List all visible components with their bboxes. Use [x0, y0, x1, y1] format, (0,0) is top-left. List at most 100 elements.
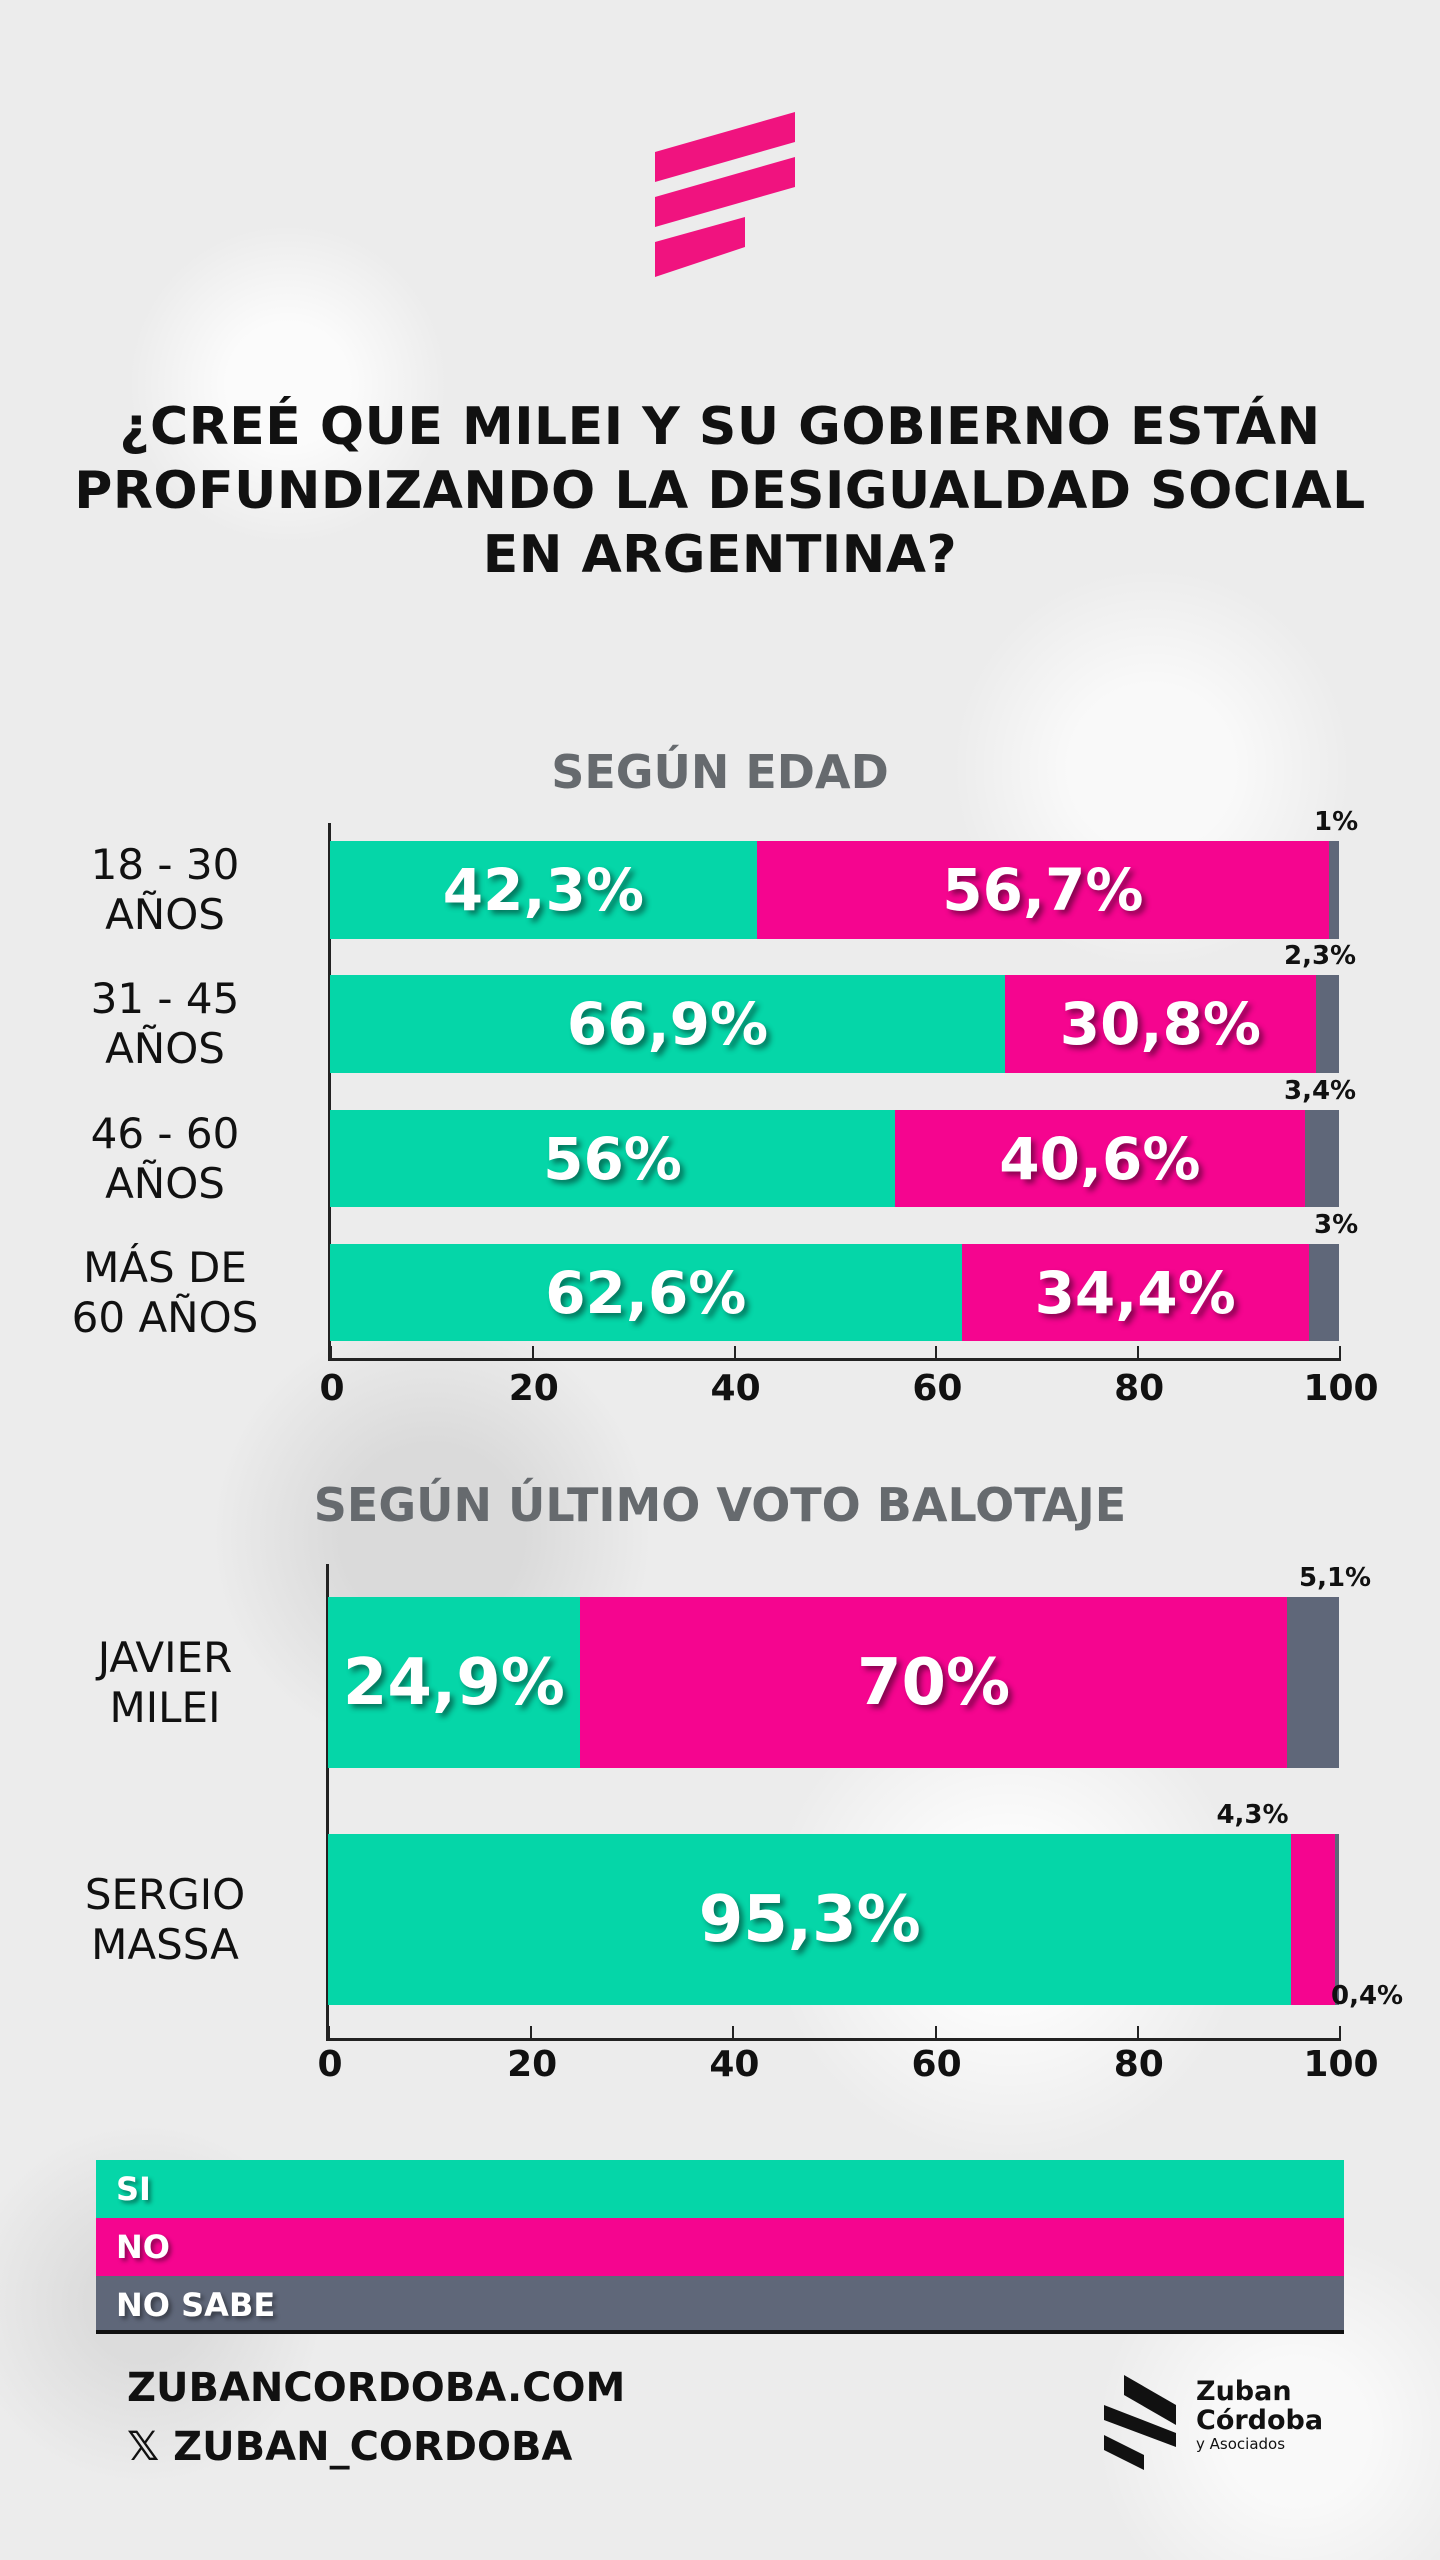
bar-no-sabe [1334, 1834, 1339, 2005]
data-label: 70% [856, 1645, 1011, 1720]
data-label: 56,7% [942, 856, 1144, 924]
data-label: 95,3% [698, 1882, 921, 1957]
bar-si [328, 1597, 580, 1768]
brand-subtitle: y Asociados [1196, 2435, 1286, 2453]
category-label-line: MILEI [109, 1682, 221, 1732]
brand-name-line: Zuban [1196, 2376, 1292, 2407]
data-label: 42,3% [442, 856, 644, 924]
title-line: EN ARGENTINA? [482, 525, 958, 585]
x-axis-line [328, 1358, 1341, 1361]
data-label-small: 3% [1314, 1210, 1359, 1240]
x-tick-label: 0 [319, 1368, 345, 1409]
category-label: SERGIO MASSA [15, 1870, 315, 1970]
x-tick-mark [328, 2026, 330, 2040]
bar-si [330, 975, 1006, 1073]
data-label: 40,6% [999, 1124, 1201, 1193]
chart-title: SEGÚN ÚLTIMO VOTO BALOTAJE [313, 1478, 1127, 1532]
x-tick-label: 20 [507, 2044, 558, 2085]
category-label-line: MASSA [91, 1919, 239, 1969]
category-label-line: 46 - 60 [90, 1108, 240, 1158]
chart-title: SEGÚN EDAD [551, 745, 889, 799]
website-link[interactable]: ZUBANCORDOBA.COM [127, 2365, 626, 2411]
data-label-small: 1% [1314, 807, 1359, 837]
bar-no [895, 1110, 1305, 1207]
x-tick-mark [531, 1346, 534, 1360]
data-label-small: 2,3% [1284, 941, 1357, 971]
bar-no-sabe [1287, 1597, 1339, 1768]
title-line: PROFUNDIZANDO LA DESIGUALDAD SOCIAL [74, 461, 1366, 521]
x-tick-label: 80 [1114, 1368, 1165, 1409]
category-label-line: AÑOS [105, 890, 225, 939]
x-tick-mark [1137, 1346, 1140, 1360]
brand-footer-logo: Zuban Córdoba y Asociados [1104, 2375, 1334, 2470]
x-tick-label: 80 [1113, 2044, 1164, 2085]
x-logo-icon: 𝕏 [127, 2424, 160, 2470]
page-title: ¿CREÉ QUE MILEI Y SU GOBIERNO ESTÁN PROF… [0, 395, 1440, 587]
legend-si: SI [96, 2160, 1344, 2218]
category-label-line: MÁS DE [83, 1242, 247, 1292]
brand-mark-icon [1104, 2375, 1176, 2470]
category-label-line: 60 AÑOS [71, 1292, 259, 1342]
x-tick-label: 100 [1303, 1368, 1379, 1409]
bar-no [756, 841, 1329, 939]
x-axis-line [326, 2038, 1341, 2041]
x-tick-mark [733, 1346, 736, 1360]
category-label-line: 18 - 30 [90, 840, 240, 889]
brand-logo-icon [655, 112, 795, 277]
data-label: 24,9% [342, 1645, 565, 1720]
legend-no-sabe: NO SABE [96, 2276, 1344, 2334]
x-handle: ZUBAN_CORDOBA [173, 2424, 573, 2470]
title-line: ¿CREÉ QUE MILEI Y SU GOBIERNO ESTÁN [119, 397, 1321, 457]
bar-si [330, 1244, 962, 1341]
category-label: 18 - 30 AÑOS [15, 840, 315, 940]
legend-no: NO [96, 2218, 1344, 2276]
bar-si [328, 1834, 1292, 2005]
x-tick-mark [732, 2026, 735, 2040]
bar-no [579, 1597, 1288, 1768]
category-label-line: SERGIO [84, 1869, 246, 1919]
category-label: 31 - 45 AÑOS [15, 974, 315, 1074]
x-tick-label: 0 [317, 2044, 343, 2085]
x-tick-mark [1136, 2026, 1139, 2040]
x-tick-label: 100 [1303, 2044, 1379, 2085]
bar-no-sabe [1315, 975, 1339, 1073]
category-label: MÁS DE 60 AÑOS [15, 1243, 315, 1343]
x-tick-mark [330, 1346, 332, 1360]
bar-no [1291, 1834, 1335, 2005]
bar-no-sabe [1328, 841, 1339, 939]
data-label-small: 5,1% [1299, 1563, 1372, 1593]
data-label: 30,8% [1059, 990, 1261, 1058]
bar-no-sabe [1304, 1110, 1339, 1207]
x-tick-mark [934, 2026, 937, 2040]
x-tick-mark [1339, 2026, 1341, 2040]
x-tick-mark [935, 1346, 938, 1360]
data-label-small: 0,4% [1331, 1981, 1404, 2011]
x-handle-link[interactable]: 𝕏 ZUBAN_CORDOBA [127, 2424, 572, 2470]
data-label: 62,6% [545, 1258, 747, 1327]
x-tick-label: 40 [709, 2044, 760, 2085]
bar-no [1005, 975, 1316, 1073]
category-label-line: JAVIER [97, 1632, 233, 1682]
category-label-line: 31 - 45 [90, 974, 240, 1023]
brand-name-line: Córdoba [1196, 2405, 1324, 2436]
x-tick-label: 60 [912, 1368, 963, 1409]
data-label-small: 4,3% [1216, 1800, 1289, 1830]
y-axis-line [326, 1564, 329, 2038]
x-tick-mark [1339, 1346, 1341, 1360]
x-tick-label: 20 [508, 1368, 559, 1409]
x-tick-label: 40 [710, 1368, 761, 1409]
bar-si [330, 841, 757, 939]
data-label: 66,9% [566, 990, 769, 1058]
bar-si [330, 1110, 896, 1207]
x-tick-mark [530, 2026, 533, 2040]
data-label-small: 3,4% [1284, 1076, 1357, 1106]
bar-no-sabe [1308, 1244, 1339, 1341]
data-label: 34,4% [1034, 1258, 1236, 1327]
category-label-line: AÑOS [105, 1024, 225, 1073]
category-label: JAVIER MILEI [15, 1633, 315, 1733]
y-axis-line [328, 823, 331, 1358]
category-label-line: AÑOS [105, 1158, 225, 1208]
x-tick-label: 60 [911, 2044, 962, 2085]
data-label: 56% [543, 1124, 682, 1193]
category-label: 46 - 60 AÑOS [15, 1109, 315, 1209]
